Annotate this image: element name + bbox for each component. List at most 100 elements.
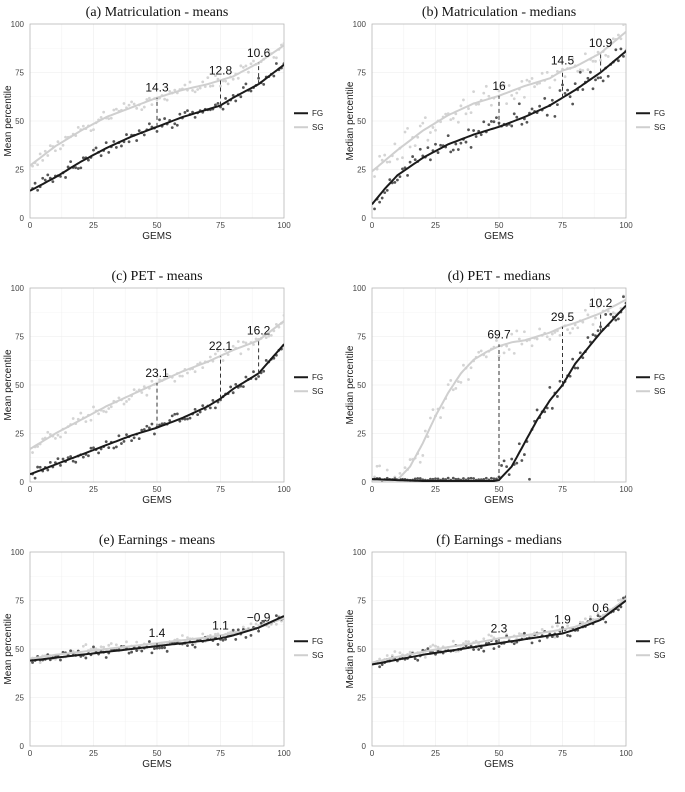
scatter-point	[401, 156, 404, 160]
scatter-point	[591, 59, 595, 63]
chart-title: (e) Earnings - means	[99, 533, 215, 548]
scatter-point	[586, 313, 590, 317]
y-axis-label: Mean percentile	[3, 613, 14, 685]
scatter-point	[114, 445, 118, 449]
scatter-point	[48, 144, 52, 148]
scatter-point	[550, 406, 554, 410]
plot-frame	[371, 23, 627, 219]
scatter-point	[158, 378, 161, 382]
scatter-point	[198, 86, 202, 90]
scatter-point	[502, 459, 506, 463]
scatter-point	[558, 379, 562, 383]
scatter-point	[147, 640, 151, 643]
scatter-point	[114, 643, 118, 647]
scatter-point	[41, 158, 45, 162]
scatter-point	[505, 344, 509, 348]
scatter-point	[413, 158, 417, 162]
scatter-point	[127, 140, 131, 144]
scatter-point	[497, 89, 501, 93]
scatter-point	[231, 77, 235, 81]
y-tick-label: 0	[20, 742, 25, 751]
chart-svg-d: (d) PET - medians 0 25 50 75 100 0 25 50 75 100 GEM…	[345, 269, 666, 506]
scatter-point	[611, 311, 615, 315]
scatter-point	[236, 628, 240, 632]
y-tick-label: 100	[11, 20, 25, 29]
scatter-point	[599, 76, 602, 80]
scatter-point	[87, 454, 90, 458]
scatter-point	[206, 76, 210, 79]
trend-line-FG	[372, 599, 626, 666]
chart-svg-b: (b) Matriculation - medians 0 25 50 75 100 0 25…	[345, 5, 666, 242]
chart-title: (a) Matriculation - means	[86, 5, 229, 20]
scatter-point	[241, 385, 245, 388]
scatter-point	[456, 477, 460, 481]
x-tick-label: 75	[216, 749, 225, 758]
scatter-point	[576, 326, 580, 330]
legend-label-SG: SG	[654, 651, 666, 660]
scatter-point	[429, 477, 432, 481]
x-tick-label: 0	[370, 485, 375, 494]
scatter-point	[135, 139, 139, 142]
scatter-point	[112, 108, 116, 112]
scatter-point	[36, 188, 40, 192]
scatter-point	[132, 102, 136, 106]
scatter-point	[38, 465, 42, 469]
legend-label-FG: FG	[312, 373, 323, 382]
scatter-point	[495, 339, 498, 342]
scatter-point	[61, 457, 65, 461]
scatter-point	[155, 646, 159, 650]
scatter-point	[520, 79, 524, 83]
scatter-point	[396, 178, 399, 182]
scatter-point	[576, 69, 580, 73]
scatter-point	[578, 68, 582, 72]
y-tick-label: 50	[357, 381, 366, 390]
scatter-point	[59, 435, 62, 439]
scatter-point	[257, 629, 260, 633]
scatter-point	[175, 412, 179, 416]
scatter-point	[530, 107, 534, 111]
scatter-point	[462, 477, 465, 480]
scatter-point	[482, 120, 486, 124]
scatter-point	[431, 408, 435, 412]
scatter-point	[201, 366, 205, 369]
scatter-point	[137, 129, 141, 133]
y-tick-label: 75	[357, 597, 366, 606]
scatter-point	[616, 33, 620, 37]
scatter-point	[611, 37, 615, 41]
gap-label: 16.2	[247, 323, 271, 337]
scatter-point	[183, 111, 187, 114]
scatter-point	[520, 342, 524, 346]
y-tick-label: 0	[362, 742, 367, 751]
scatter-point	[168, 419, 172, 422]
scatter-point	[614, 48, 618, 52]
scatter-point	[434, 477, 437, 481]
scatter-point	[540, 628, 544, 631]
scatter-point	[373, 475, 376, 479]
scatter-point	[431, 643, 435, 647]
scatter-point	[469, 146, 473, 149]
scatter-point	[492, 647, 496, 651]
scatter-point	[568, 374, 572, 378]
chart-svg-c: (c) PET - means 0 25 50 75 100 0 25 50 75 100 GEMS M…	[3, 269, 324, 506]
scatter-point	[449, 379, 453, 382]
scatter-point	[41, 176, 45, 180]
x-axis-label: GEMS	[484, 231, 514, 242]
scatter-point	[102, 409, 106, 413]
scatter-point	[550, 625, 554, 629]
scatter-point	[622, 24, 625, 26]
scatter-point	[413, 477, 417, 481]
x-tick-label: 25	[431, 749, 440, 758]
scatter-point	[56, 433, 60, 437]
scatter-point	[186, 636, 189, 640]
scatter-point	[416, 658, 420, 662]
scatter-point	[46, 173, 50, 177]
chart-svg-f: (f) Earnings - medians 0 25 50 75 100 0 25 50 75 1…	[345, 533, 666, 770]
scatter-point	[545, 335, 549, 339]
scatter-point	[573, 366, 577, 370]
scatter-point	[170, 414, 174, 418]
y-tick-label: 50	[15, 381, 24, 390]
scatter-point	[244, 341, 248, 345]
scatter-point	[446, 476, 450, 480]
scatter-point	[525, 120, 529, 124]
scatter-point	[38, 661, 42, 664]
